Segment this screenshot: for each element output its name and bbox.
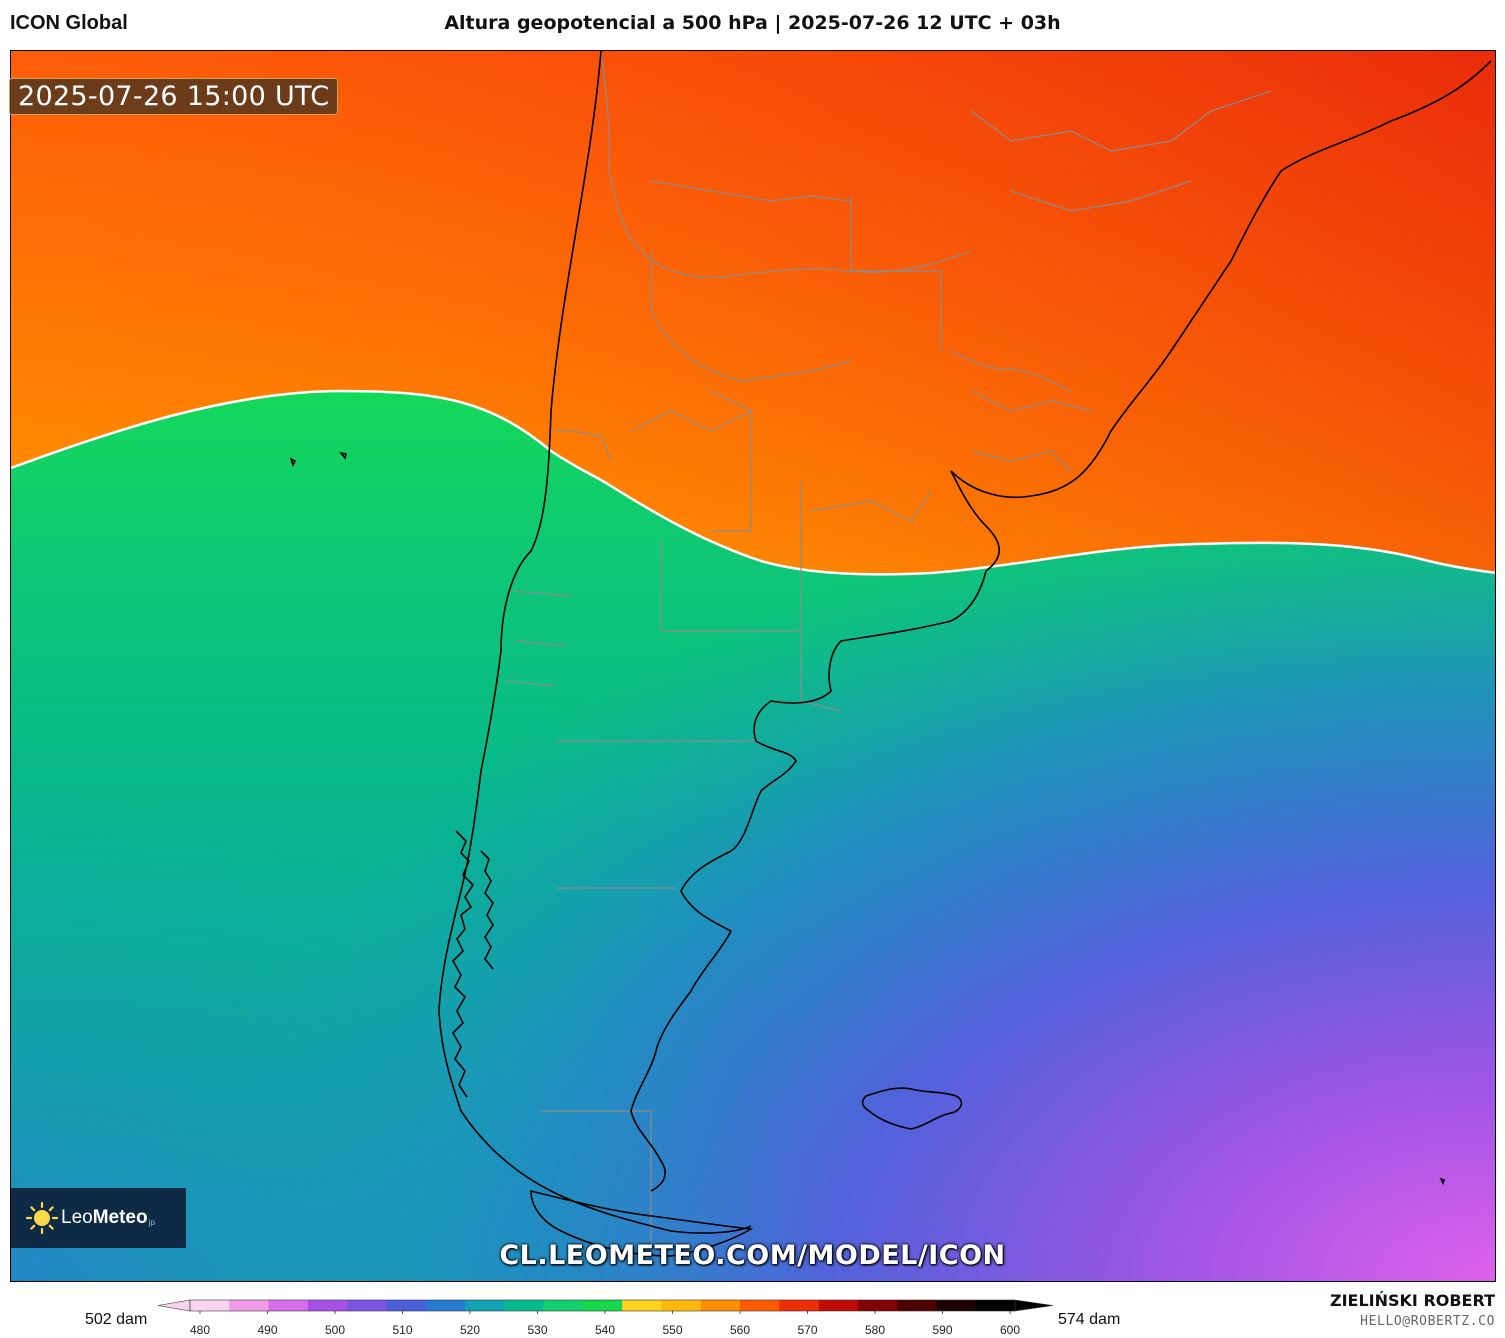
colorbar-swatch (818, 1300, 859, 1311)
colorbar-swatch (936, 1300, 977, 1311)
colorbar-tick-label: 500 (325, 1323, 345, 1337)
colorbar-tick-label: 490 (257, 1323, 277, 1337)
colorbar-swatch (347, 1300, 387, 1311)
colorbar-tick-label: 530 (527, 1323, 547, 1337)
colorbar-swatch (190, 1300, 230, 1311)
colorbar-swatch (307, 1300, 348, 1311)
colorbar-swatch (897, 1300, 937, 1311)
colorbar-tick-label: 570 (797, 1323, 817, 1337)
colorbar-swatch (700, 1300, 741, 1311)
colorbar-swatch (504, 1300, 545, 1311)
watermark-url[interactable]: CL.LEOMETEO.COM/MODEL/ICON (499, 1240, 1006, 1271)
geopotential-field (11, 51, 1495, 1281)
author-name: ZIELIŃSKI ROBERT (1329, 1291, 1495, 1310)
colorbar-swatch (740, 1300, 780, 1311)
colorbar-tick-label: 590 (932, 1323, 952, 1337)
model-name: ICON Global (10, 12, 128, 34)
logo-wordmark: LeoMeteojp (61, 1207, 155, 1228)
colorbar-swatch (975, 1300, 1016, 1311)
borders (505, 51, 1272, 1241)
colorbar-tick-label: 510 (392, 1323, 412, 1337)
contour-line (11, 389, 1495, 576)
colorbar-swatch (661, 1300, 702, 1311)
valid-time-badge: 2025-07-26 15:00 UTC (9, 78, 339, 115)
colorbar-swatch (582, 1300, 623, 1311)
colorbar-arrow-max (1014, 1299, 1054, 1312)
colorbar-swatch (543, 1300, 584, 1311)
colorbar-tick-label: 550 (662, 1323, 682, 1337)
leometeo-logo[interactable]: LeoMeteojp (11, 1188, 186, 1248)
colorbar-tick-label: 580 (865, 1323, 885, 1337)
sun-icon (25, 1201, 59, 1235)
colorbar-tick-label: 540 (595, 1323, 615, 1337)
colorbar-swatch (386, 1300, 427, 1311)
map-panel[interactable] (10, 50, 1496, 1282)
colorbar-swatch (857, 1300, 898, 1311)
colorbar-tick-label: 560 (730, 1323, 750, 1337)
colorbar-swatch (465, 1300, 505, 1311)
colorbar-swatch (779, 1300, 820, 1311)
author-email[interactable]: HELLO@ROBERTZ.CO (1360, 1314, 1495, 1329)
colorbar-tick-label: 520 (460, 1323, 480, 1337)
colorbar-swatch (425, 1300, 466, 1311)
colorbar-max-label: 574 dam (1058, 1311, 1121, 1328)
colorbar-swatch (229, 1300, 270, 1311)
colorbar-border (189, 1299, 1016, 1312)
colorbar-min-label: 502 dam (85, 1311, 148, 1328)
colorbar-swatch (622, 1300, 662, 1311)
colorbar: 480 490 500 510 520 530 540 550 560 570 580 590 600 (157, 1299, 1054, 1337)
colorbar-tick-label: 480 (190, 1323, 210, 1337)
colorbar-arrow-min (157, 1299, 191, 1312)
coastline (289, 51, 1492, 1257)
colorbar-swatch (268, 1300, 309, 1311)
colorbar-tick-label: 600 (1000, 1323, 1020, 1337)
map-title: Altura geopotencial a 500 hPa | 2025-07-… (444, 12, 1061, 34)
